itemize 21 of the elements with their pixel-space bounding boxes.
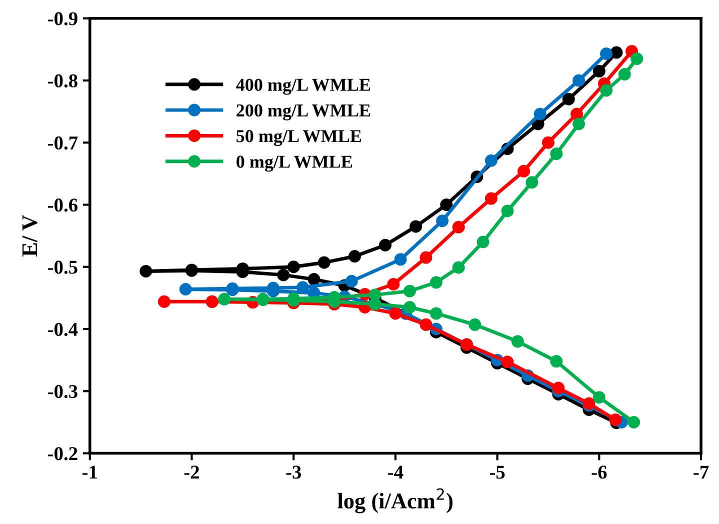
y-axis-title: E/ V xyxy=(22,214,38,257)
x-axis-title: log (i/Acm$^{2}$) xyxy=(338,488,452,514)
legend-label: 50 mg/L WMLE xyxy=(236,130,362,146)
x-tick-label: -7 xyxy=(694,466,709,479)
y-tick-label: -0.9 xyxy=(48,12,78,26)
y-tick-label: -0.7 xyxy=(48,136,78,150)
x-tick-label: -6 xyxy=(592,466,607,479)
y-tick-label: -0.5 xyxy=(48,260,78,274)
legend-label: 200 mg/L WMLE xyxy=(236,104,370,120)
y-tick-label: -0.3 xyxy=(48,384,78,398)
y-tick-label: -0.8 xyxy=(48,74,78,88)
y-tick-label: -0.6 xyxy=(48,198,78,212)
x-tick-label: -5 xyxy=(490,466,505,479)
x-tick-label: -4 xyxy=(388,466,404,479)
legend-label: 400 mg/L WMLE xyxy=(236,78,370,95)
x-tick-label: -2 xyxy=(184,466,199,479)
legend-label: 0 mg/L WMLE xyxy=(236,156,352,172)
x-tick-label: -3 xyxy=(286,466,302,479)
y-tick-label: -0.2 xyxy=(48,447,78,460)
x-tick-label: -1 xyxy=(82,466,97,479)
y-tick-label: -0.4 xyxy=(48,322,78,336)
